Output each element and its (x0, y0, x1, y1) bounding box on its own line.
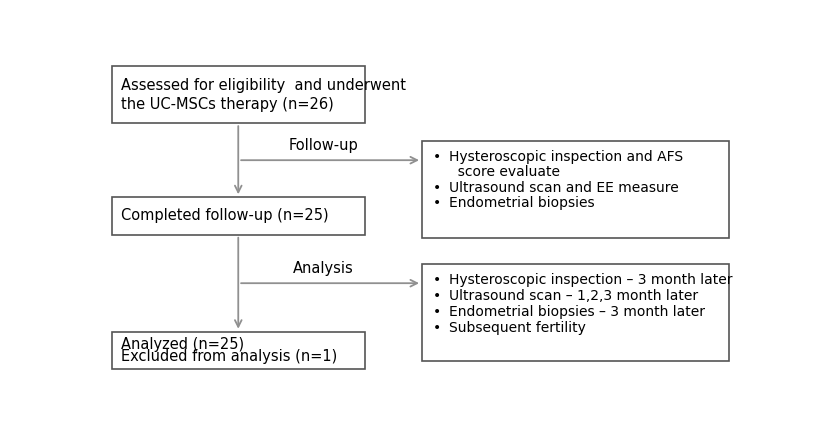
FancyBboxPatch shape (112, 66, 365, 123)
Text: •: • (433, 273, 441, 288)
FancyBboxPatch shape (112, 197, 365, 235)
Text: Ultrasound scan and EE measure: Ultrasound scan and EE measure (449, 181, 679, 195)
FancyBboxPatch shape (422, 141, 729, 238)
Text: •: • (433, 289, 441, 303)
Text: Follow-up: Follow-up (289, 138, 359, 153)
Text: score evaluate: score evaluate (449, 165, 560, 179)
Text: Ultrasound scan – 1,2,3 month later: Ultrasound scan – 1,2,3 month later (449, 289, 699, 303)
FancyBboxPatch shape (422, 264, 729, 361)
Text: Subsequent fertility: Subsequent fertility (449, 321, 586, 335)
Text: •: • (433, 181, 441, 195)
Text: Endometrial biopsies – 3 month later: Endometrial biopsies – 3 month later (449, 305, 705, 319)
Text: Hysteroscopic inspection – 3 month later: Hysteroscopic inspection – 3 month later (449, 273, 733, 288)
Text: Analyzed (n=25): Analyzed (n=25) (121, 337, 244, 351)
Text: •: • (433, 150, 441, 164)
Text: Analysis: Analysis (293, 261, 354, 276)
Text: Hysteroscopic inspection and AFS: Hysteroscopic inspection and AFS (449, 150, 683, 164)
Text: Completed follow-up (n=25): Completed follow-up (n=25) (121, 208, 328, 224)
Text: Excluded from analysis (n=1): Excluded from analysis (n=1) (121, 349, 337, 364)
FancyBboxPatch shape (112, 331, 365, 369)
Text: the UC-MSCs therapy (n=26): the UC-MSCs therapy (n=26) (121, 97, 334, 112)
Text: •: • (433, 196, 441, 210)
Text: Endometrial biopsies: Endometrial biopsies (449, 196, 595, 210)
Text: Assessed for eligibility  and underwent: Assessed for eligibility and underwent (121, 78, 406, 92)
Text: •: • (433, 321, 441, 335)
Text: •: • (433, 305, 441, 319)
